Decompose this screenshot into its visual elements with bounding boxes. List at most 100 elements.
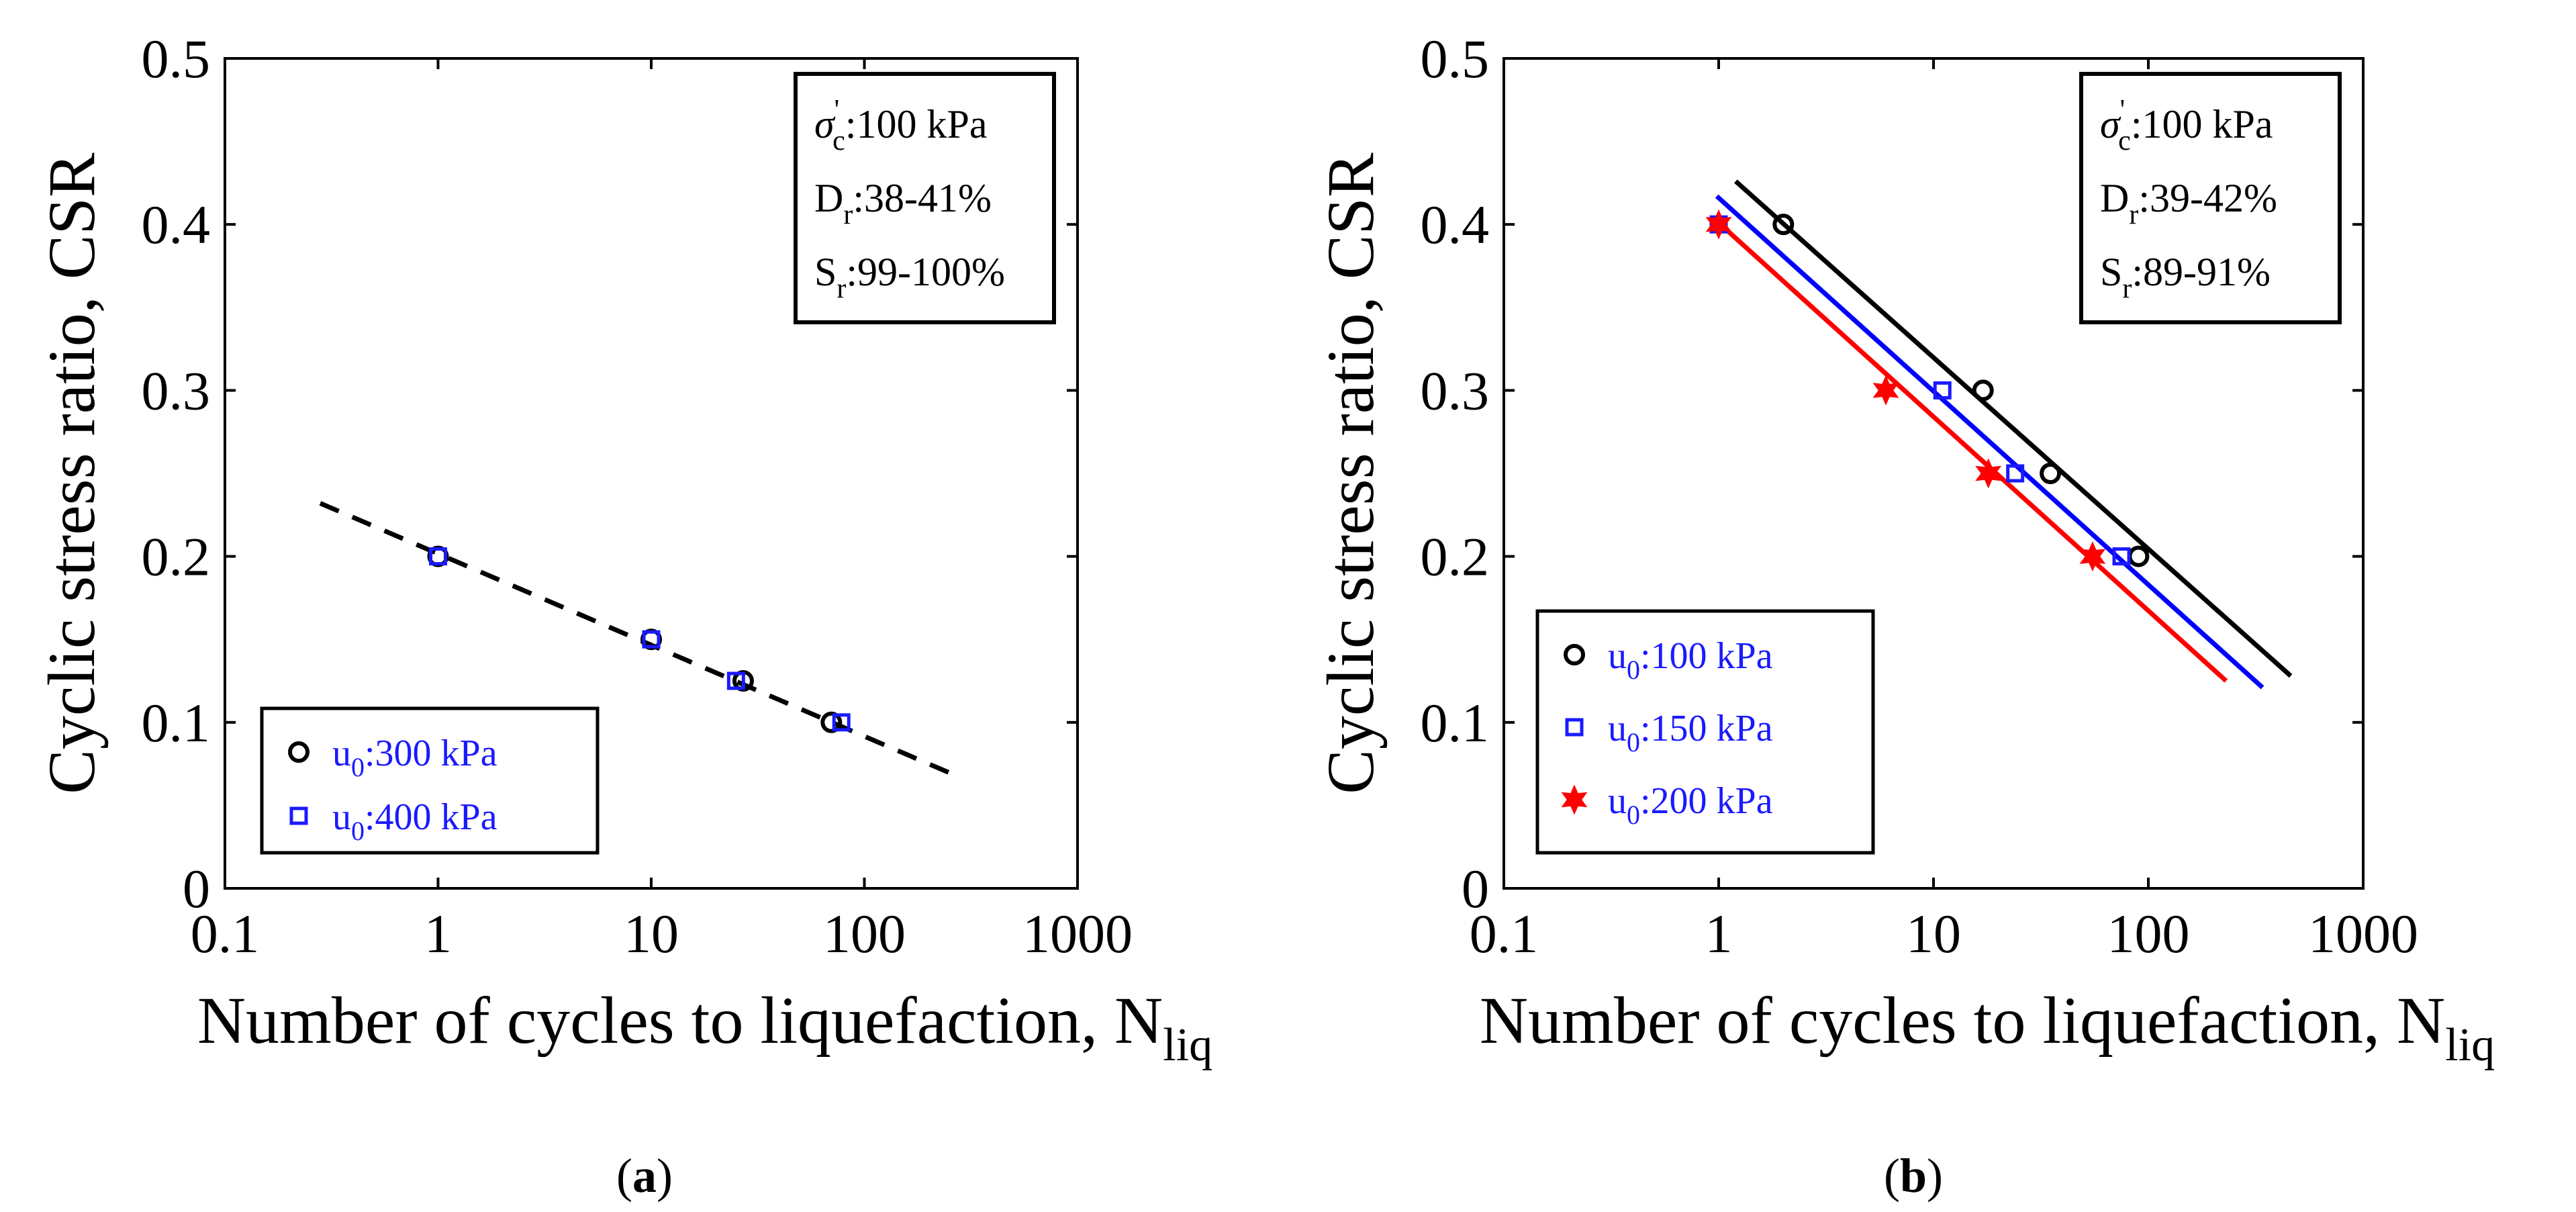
y-tick-label: 0.2 bbox=[142, 526, 211, 588]
info-superscript: ' bbox=[834, 95, 840, 126]
legend-marker-star bbox=[1561, 784, 1588, 815]
info-box bbox=[2079, 72, 2342, 324]
info-subscript: r bbox=[843, 199, 853, 230]
data-point-square bbox=[2006, 464, 2025, 483]
panel-label: (b) bbox=[1884, 1149, 1943, 1203]
x-tick-label: 1 bbox=[424, 903, 452, 964]
panel-label-close: ) bbox=[1927, 1149, 1943, 1203]
info-subscript: c bbox=[832, 126, 845, 156]
data-point-circle bbox=[2040, 463, 2062, 484]
x-tick-label: 100 bbox=[2107, 903, 2190, 964]
data-point-star bbox=[1705, 209, 1732, 240]
y-tick-label: 0.4 bbox=[1421, 194, 1490, 255]
info-subscript: r bbox=[2122, 273, 2132, 304]
data-point-circle bbox=[1772, 214, 1795, 236]
data-point-square bbox=[429, 547, 447, 566]
panel-label: (a) bbox=[616, 1149, 673, 1203]
info-superscript: ' bbox=[2120, 95, 2126, 126]
y-tick-label: 0.4 bbox=[142, 194, 211, 255]
x-tick-label: 10 bbox=[1906, 903, 1961, 964]
data-point-star bbox=[1872, 375, 1899, 406]
y-axis-title: Cyclic stress ratio, CSR bbox=[34, 152, 109, 794]
info-symbol: D bbox=[814, 176, 843, 220]
legend-label: u0:150 kPa bbox=[1608, 708, 1773, 757]
y-tick-label: 0.5 bbox=[142, 28, 211, 89]
x-tick-label: 0.1 bbox=[1470, 903, 1539, 964]
legend-label: u0:100 kPa bbox=[1608, 635, 1773, 685]
y-axis-title: Cyclic stress ratio, CSR bbox=[1313, 152, 1388, 794]
legend-label: u0:300 kPa bbox=[332, 733, 497, 782]
legend-label-base: u bbox=[332, 733, 351, 774]
legend-label-text: :150 kPa bbox=[1640, 708, 1773, 749]
info-subscript: c bbox=[2118, 126, 2131, 156]
legend-marker-circle bbox=[288, 741, 309, 763]
data-point-square bbox=[1933, 381, 1952, 400]
info-symbol: σ bbox=[814, 102, 836, 146]
data-point-square bbox=[832, 713, 851, 732]
info-line: Dr:38-41% bbox=[814, 176, 992, 230]
legend-box bbox=[260, 706, 600, 855]
data-point-circle bbox=[2128, 545, 2150, 567]
y-tick-label: 0.1 bbox=[142, 692, 211, 753]
info-box bbox=[794, 72, 1056, 324]
x-axis-title-text: Number of cycles to liquefaction, N bbox=[1480, 983, 2445, 1058]
info-value: :100 kPa bbox=[845, 102, 988, 146]
panel-label-close: ) bbox=[657, 1149, 673, 1203]
x-axis-title-subscript: liq bbox=[1163, 1019, 1212, 1071]
y-tick-label: 0.3 bbox=[1421, 360, 1490, 421]
data-point-circle bbox=[1972, 379, 1994, 402]
legend-label-base: u bbox=[1608, 780, 1627, 822]
info-symbol: S bbox=[814, 250, 837, 294]
legend-label-text: :300 kPa bbox=[365, 733, 497, 774]
panel-label-open: ( bbox=[616, 1149, 632, 1203]
x-tick-label: 100 bbox=[823, 903, 906, 964]
info-line: Sr:99-100% bbox=[814, 250, 1005, 304]
data-point-square bbox=[726, 671, 745, 690]
legend-label-subscript: 0 bbox=[351, 752, 365, 782]
legend-label-text: :400 kPa bbox=[365, 796, 497, 838]
info-symbol: σ bbox=[2100, 102, 2121, 146]
data-point-star bbox=[1975, 458, 2002, 489]
legend-label-base: u bbox=[332, 796, 351, 838]
info-value: :39-42% bbox=[2138, 176, 2277, 220]
fit-line-solid bbox=[1715, 219, 2228, 683]
legend-label-text: :100 kPa bbox=[1640, 635, 1773, 677]
data-point-square bbox=[642, 630, 661, 649]
x-tick-label: 10 bbox=[624, 903, 679, 964]
legend-label-base: u bbox=[1608, 635, 1627, 677]
x-tick-label: 0.1 bbox=[191, 903, 260, 964]
info-subscript: r bbox=[837, 273, 846, 304]
fit-line-dashed bbox=[319, 501, 961, 780]
x-tick-label: 1 bbox=[1705, 903, 1733, 964]
fit-line-solid bbox=[1715, 194, 2264, 690]
fit-line-solid bbox=[1734, 179, 2293, 678]
info-subscript: r bbox=[2129, 199, 2138, 230]
legend-label: u0:400 kPa bbox=[332, 796, 497, 846]
info-line: σ' c:100 kPa bbox=[2100, 95, 2273, 156]
legend-box bbox=[1535, 609, 1875, 855]
panel-label-open: ( bbox=[1884, 1149, 1900, 1203]
legend-marker-square bbox=[1565, 718, 1584, 737]
legend-label: u0:200 kPa bbox=[1608, 780, 1773, 830]
legend-label-subscript: 0 bbox=[351, 816, 365, 846]
y-tick-label: 0 bbox=[183, 858, 210, 919]
legend-label-subscript: 0 bbox=[1627, 800, 1640, 830]
legend-marker-square bbox=[289, 806, 308, 825]
data-point-star bbox=[2079, 541, 2106, 572]
legend-label-subscript: 0 bbox=[1627, 655, 1640, 685]
legend-label-subscript: 0 bbox=[1627, 727, 1640, 757]
y-tick-label: 0.3 bbox=[142, 360, 211, 421]
info-line: Sr:89-91% bbox=[2100, 250, 2271, 304]
info-line: Dr:39-42% bbox=[2100, 176, 2277, 230]
info-value: :99-100% bbox=[846, 250, 1005, 294]
info-symbol: S bbox=[2100, 250, 2122, 294]
x-axis-title-subscript: liq bbox=[2445, 1019, 2495, 1071]
y-tick-label: 0.1 bbox=[1421, 692, 1490, 753]
data-point-square bbox=[2112, 547, 2131, 566]
info-value: :100 kPa bbox=[2131, 102, 2273, 146]
x-tick-label: 1000 bbox=[2308, 903, 2418, 964]
legend-label-base: u bbox=[1608, 708, 1627, 749]
x-tick-label: 1000 bbox=[1022, 903, 1133, 964]
